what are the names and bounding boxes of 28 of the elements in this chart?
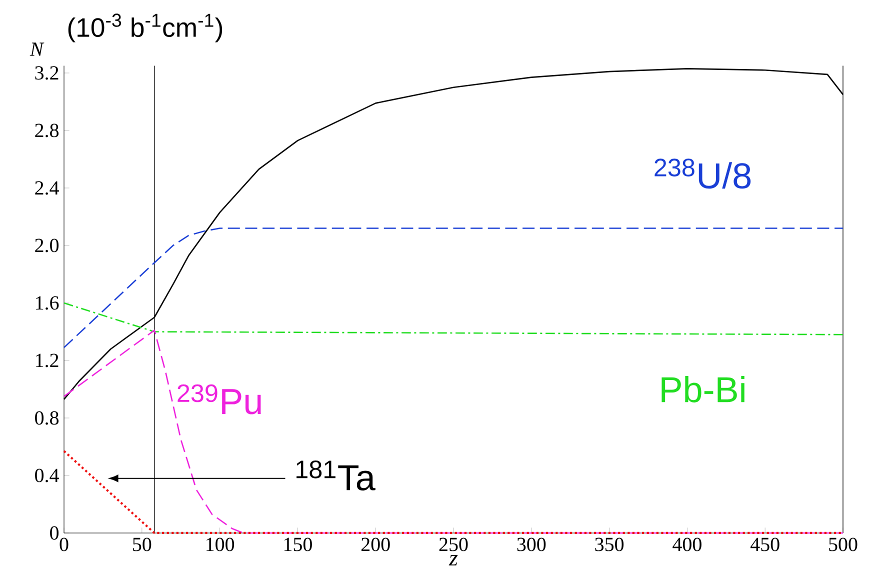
x-tick-label: 250 [439,538,468,552]
x-tick-label: 0 [60,538,68,552]
series-label: Pb-Bi [662,376,744,402]
x-tick-label: 150 [284,538,312,552]
x-tick-label: 300 [517,538,546,552]
y-tick-label: 2.0 [35,238,59,252]
x-tick-label: 50 [133,538,152,552]
y-axis-title: N [30,42,44,56]
y-tick-label: 1.2 [36,354,58,368]
series-label: $^{181}$Ta [296,460,376,490]
y-tick-label: 0.4 [35,468,59,482]
y-tick-label: 2.8 [35,124,59,138]
text: (10$^{-3}$ b$^{-1}$cm$^{-1}$) [68,14,222,42]
x-tick-label: 100 [206,538,234,552]
y-tick-label: 3.2 [35,66,58,80]
line-series [63,228,844,348]
x-axis-title: z [448,555,458,566]
y-tick-label: 1.6 [36,296,59,310]
x-tick-label: 500 [829,538,858,552]
y-tick-label: 2.4 [35,181,59,195]
y-tick-label: 0 [50,526,59,540]
x-tick-label: 200 [361,538,390,552]
series-label: $^{239}$Pu [178,384,261,414]
x-tick-label: 400 [672,538,702,552]
x-tick-label: 350 [595,538,624,552]
y-tick-label: 0.8 [35,411,59,425]
x-tick-label: 450 [750,538,780,552]
series-label: $^{238}$U/8 [654,158,751,189]
